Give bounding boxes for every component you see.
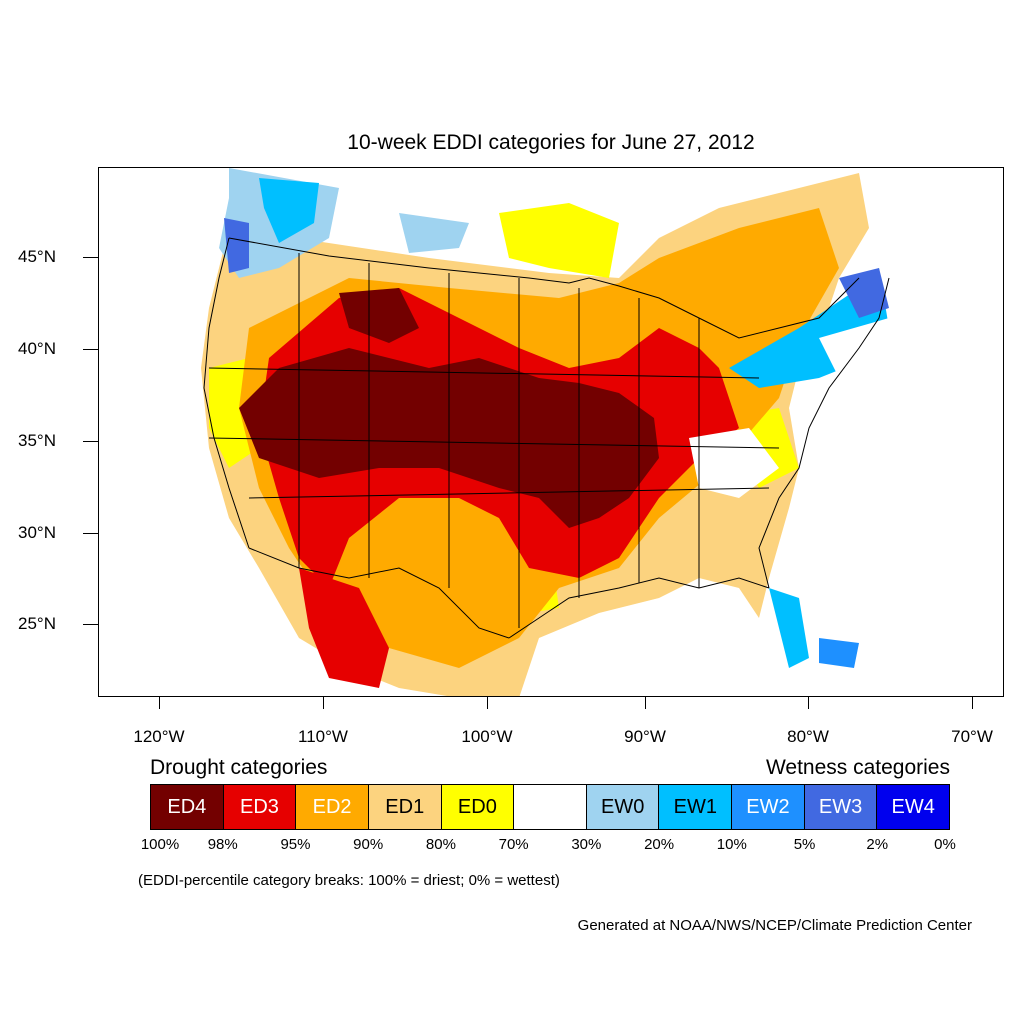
lon-tick-120 — [159, 697, 160, 709]
state-line-i — [208, 437, 780, 449]
break-label: 98% — [207, 836, 238, 853]
ew-montana — [399, 213, 469, 253]
lon-label-70: 70°W — [951, 727, 993, 746]
lat-tick-45 — [83, 257, 98, 258]
boundary-lines — [203, 237, 890, 639]
break-label: 20% — [644, 836, 675, 853]
break-label: 80% — [425, 836, 456, 853]
legend-box-ed2: ED2 — [296, 785, 369, 829]
lon-tick-80 — [808, 697, 809, 709]
lon-tick-90 — [645, 697, 646, 709]
credit-line: Generated at NOAA/NWS/NCEP/Climate Predi… — [577, 917, 972, 934]
ew1-northwest — [259, 178, 319, 243]
map-panel — [98, 167, 1004, 697]
legend-box-ed1: ED1 — [368, 785, 442, 829]
break-label: 0% — [934, 836, 956, 853]
us-canada-border — [228, 237, 860, 339]
lat-tick-30 — [83, 533, 98, 534]
ed0-north — [499, 203, 619, 278]
lon-label-100: 100°W — [461, 727, 513, 746]
break-label: 5% — [793, 836, 816, 853]
drought-heading: Drought categories — [150, 756, 328, 779]
atlantic-coast — [758, 277, 890, 589]
ew3-northeast — [839, 268, 889, 318]
lon-label-80: 80°W — [787, 727, 829, 746]
ew-florida — [769, 588, 809, 668]
break-label: 2% — [866, 836, 889, 853]
lat-label-25: 25°N — [18, 614, 56, 633]
legend-box-ew0: EW0 — [586, 785, 660, 829]
lat-tick-40 — [83, 349, 98, 350]
lat-label-30: 30°N — [18, 523, 56, 542]
break-label: 100% — [140, 836, 180, 853]
pacific-coast — [203, 237, 250, 549]
ed4-north — [339, 288, 419, 343]
legend-box-ew1: EW1 — [659, 785, 733, 829]
neutral-ohio-valley — [689, 428, 779, 498]
break-label: 70% — [498, 836, 529, 853]
lon-label-120: 120°W — [133, 727, 185, 746]
lon-tick-110 — [323, 697, 324, 709]
legend-box-ed3: ED3 — [223, 785, 297, 829]
lat-label-35: 35°N — [18, 431, 56, 450]
state-line-h — [208, 367, 760, 379]
lat-tick-35 — [83, 441, 98, 442]
lon-label-90: 90°W — [624, 727, 666, 746]
category-note: (EDDI-percentile category breaks: 100% =… — [138, 872, 560, 889]
category-colorbar: ED4 ED3 ED2 ED1 ED0 EW0 EW1 EW2 EW3 EW4 — [150, 784, 950, 830]
lon-label-110: 110°W — [298, 727, 348, 746]
lat-tick-25 — [83, 624, 98, 625]
ew-caribbean — [819, 638, 859, 668]
lat-label-40: 40°N — [18, 339, 56, 358]
break-label: 10% — [716, 836, 747, 853]
break-label: 95% — [280, 836, 311, 853]
legend-box-ed4: ED4 — [151, 785, 224, 829]
ew3-coast — [224, 218, 249, 273]
neutral-new-england — [819, 318, 899, 398]
legend-box-ed0: ED0 — [441, 785, 515, 829]
break-label: 90% — [353, 836, 384, 853]
state-line-j — [248, 487, 770, 499]
legend-box-ew4: EW4 — [877, 785, 950, 829]
wetness-heading: Wetness categories — [765, 756, 950, 779]
legend-box-neutral — [514, 785, 587, 829]
break-label: 30% — [571, 836, 602, 853]
legend-box-ew2: EW2 — [732, 785, 805, 829]
legend-box-ew3: EW3 — [804, 785, 878, 829]
map-title: 10-week EDDI categories for June 27, 201… — [347, 131, 755, 154]
lat-label-45: 45°N — [18, 247, 56, 266]
eddi-map — [201, 168, 899, 696]
lon-tick-70 — [972, 697, 973, 709]
ed3-mexico — [299, 568, 389, 688]
lon-tick-100 — [487, 697, 488, 709]
category-fill-layer — [201, 168, 899, 696]
